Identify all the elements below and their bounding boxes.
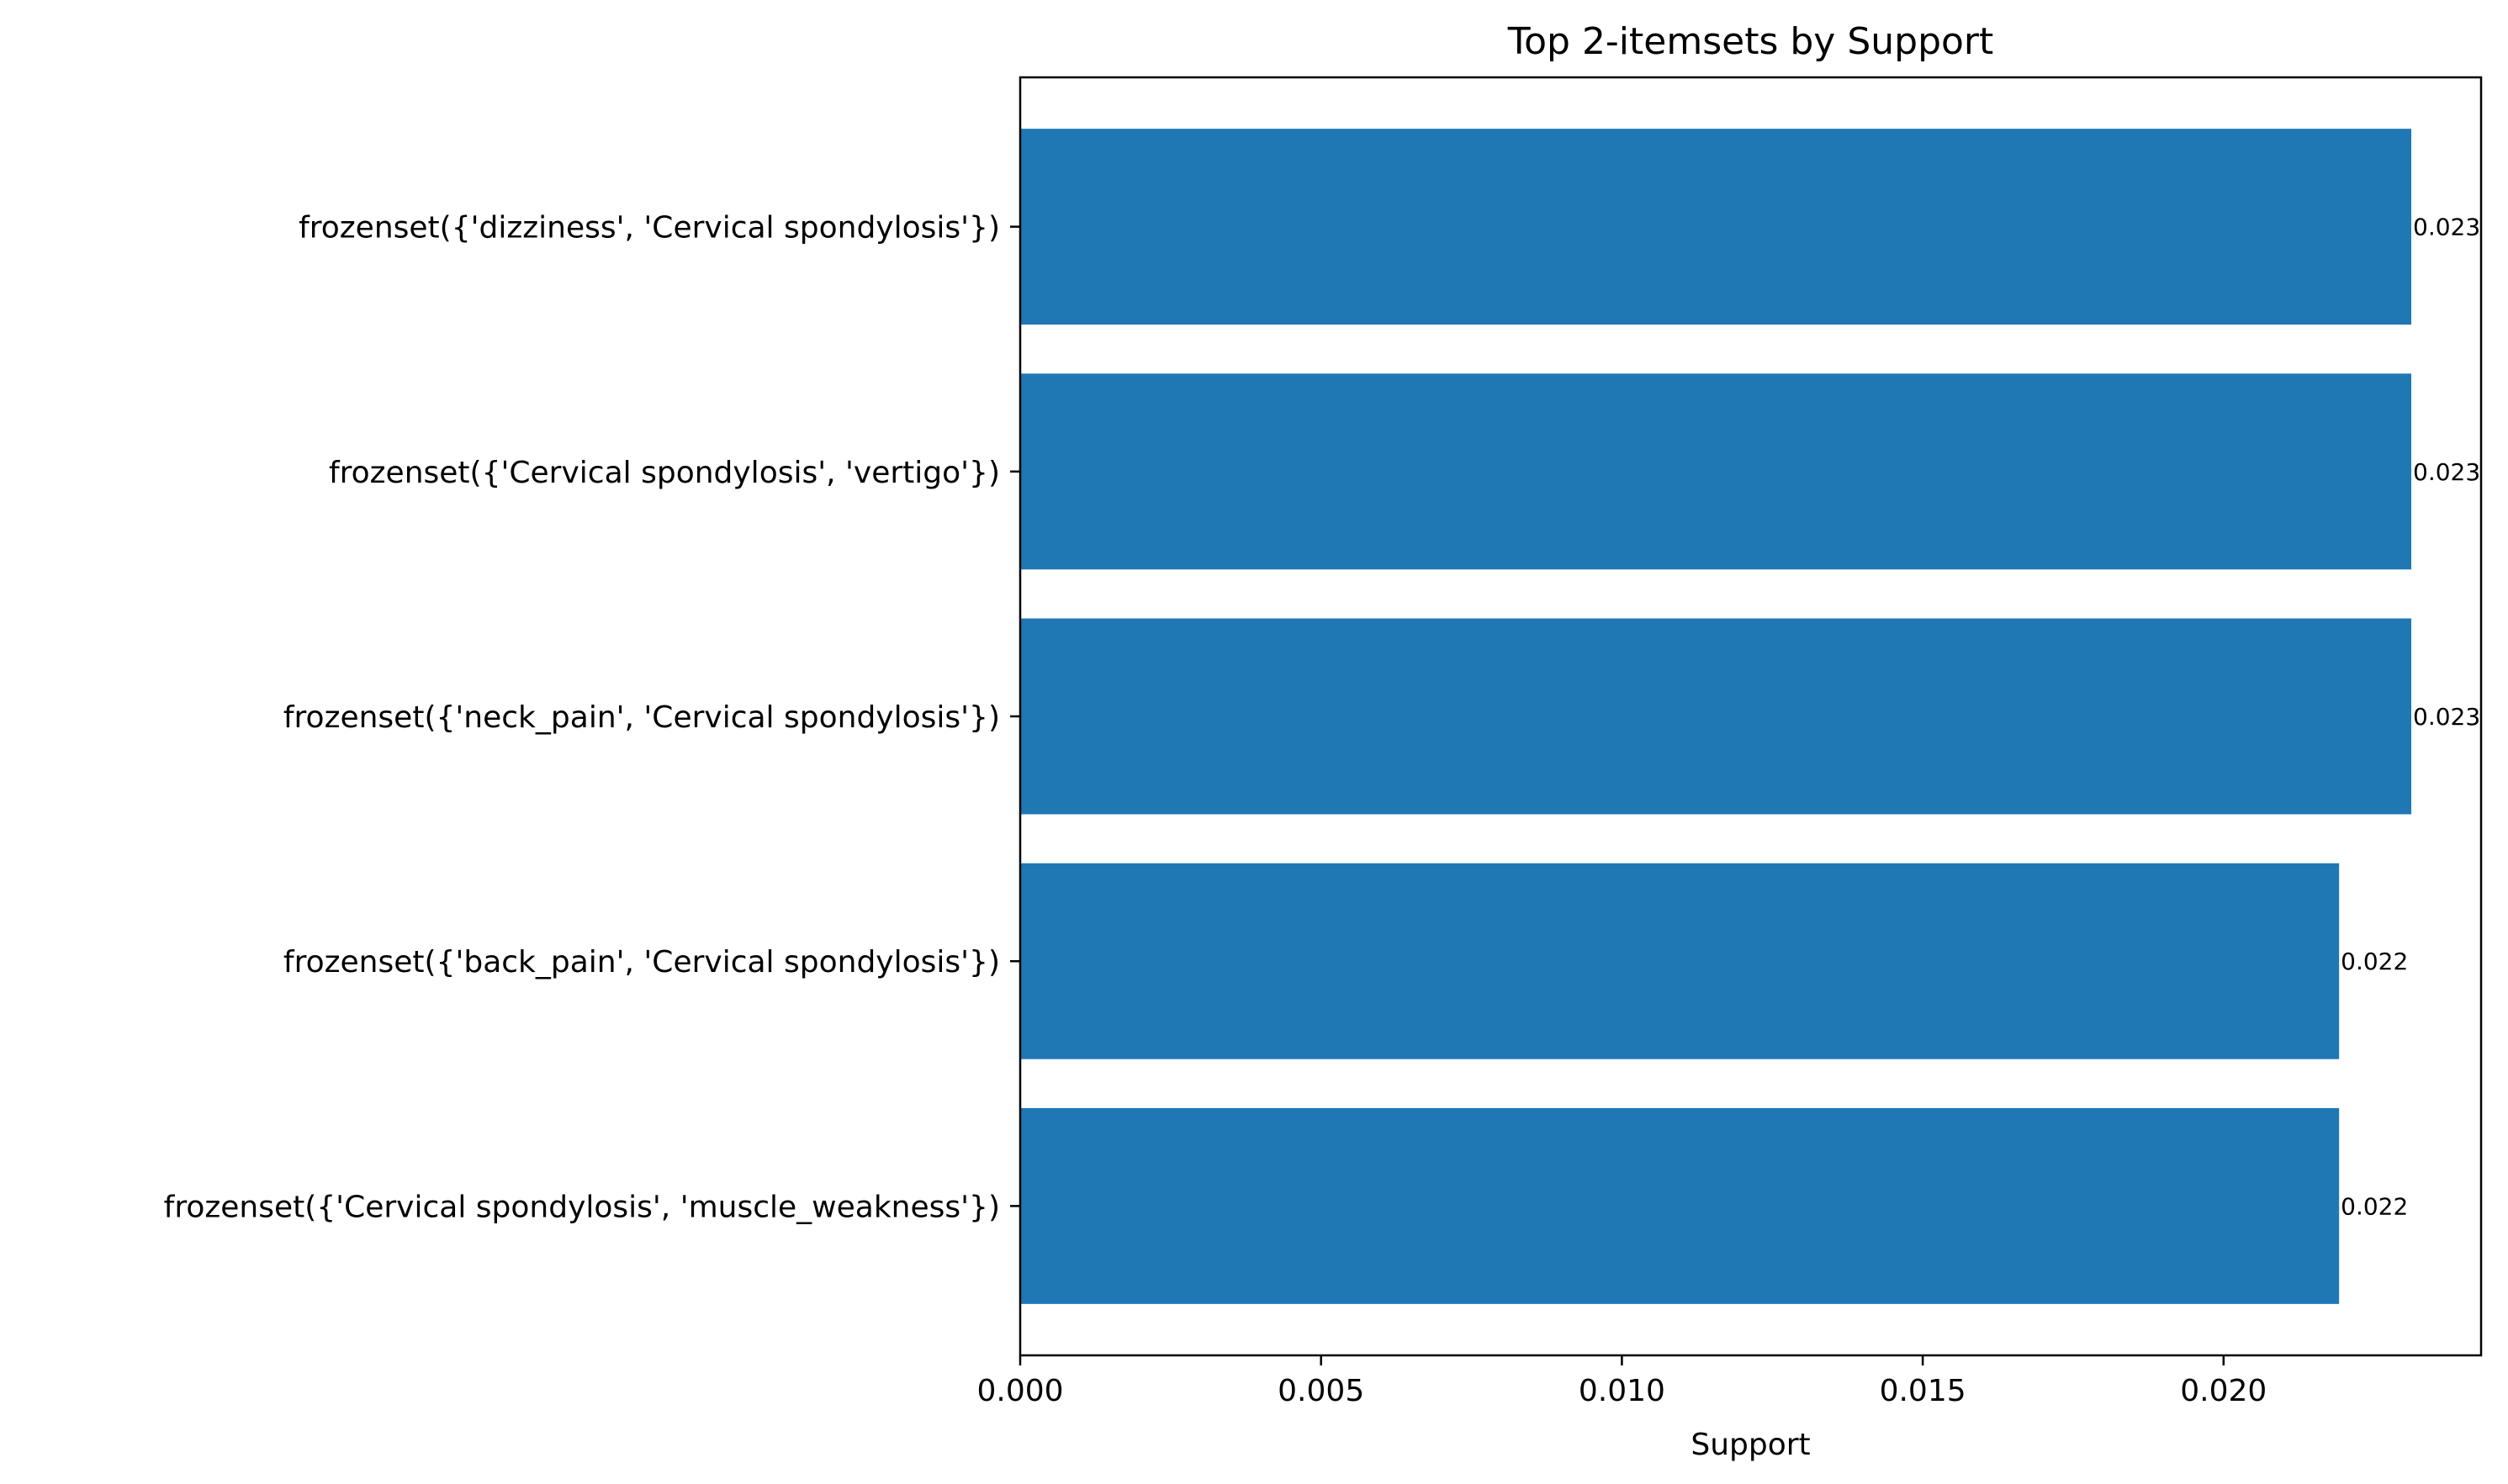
data-label: 0.023 (2413, 214, 2480, 241)
y-tick-label: frozenset({'back_pain', 'Cervical spondy… (283, 945, 1000, 980)
x-tick-label: 0.020 (2180, 1374, 2267, 1408)
y-axis: frozenset({'dizziness', 'Cervical spondy… (164, 211, 1020, 1224)
data-labels-group: 0.023 0.023 0.023 0.022 0.022 (2341, 214, 2480, 1221)
bar (1020, 373, 2412, 570)
bar (1020, 129, 2412, 325)
data-label: 0.023 (2413, 703, 2480, 731)
data-label: 0.022 (2341, 948, 2408, 975)
bars-group (1020, 129, 2412, 1304)
data-label: 0.022 (2341, 1192, 2408, 1220)
bar (1020, 618, 2412, 815)
bar (1020, 863, 2340, 1059)
y-tick-label: frozenset({'Cervical spondylosis', 'musc… (164, 1190, 1000, 1224)
x-tick-label: 0.015 (1880, 1374, 1966, 1408)
x-axis: 0.000 0.005 0.010 0.015 0.020 (976, 1355, 2267, 1408)
y-tick-label: frozenset({'neck_pain', 'Cervical spondy… (283, 700, 1000, 735)
x-tick-label: 0.000 (976, 1374, 1063, 1408)
y-tick-label: frozenset({'Cervical spondylosis', 'vert… (329, 456, 1000, 490)
bar (1020, 1107, 2340, 1304)
x-tick-label: 0.005 (1278, 1374, 1364, 1408)
data-label: 0.023 (2413, 458, 2480, 486)
axes-frame (1019, 76, 2483, 1357)
chart-title: Top 2-itemsets by Support (1507, 20, 1994, 63)
x-axis-label: Support (1691, 1428, 1810, 1462)
x-tick-label: 0.010 (1579, 1374, 1665, 1408)
y-tick-label: frozenset({'dizziness', 'Cervical spondy… (299, 211, 1000, 246)
